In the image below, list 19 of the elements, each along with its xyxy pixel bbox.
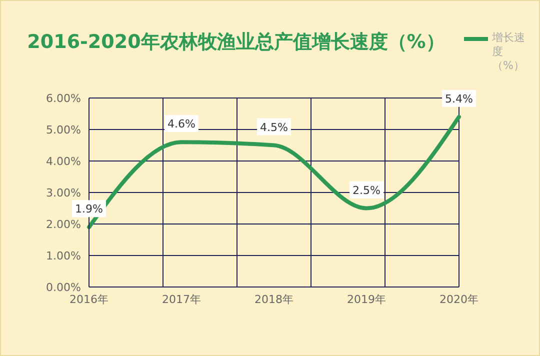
x-tick-label: 2018年 <box>254 292 294 306</box>
y-tick-label: 2.00% <box>46 218 81 231</box>
data-label: 2.5% <box>352 184 380 197</box>
data-label: 4.6% <box>168 118 196 131</box>
y-tick-label: 3.00% <box>46 186 81 200</box>
x-tick-label: 2019年 <box>347 292 386 306</box>
y-tick-label: 4.00% <box>46 154 81 168</box>
chart-title: 2016-2020年农林牧渔业总产值增长速度（%） <box>26 30 446 55</box>
x-tick-label: 2020年 <box>440 292 478 306</box>
y-tick-label: 5.00% <box>46 123 81 136</box>
y-tick-label: 6.00% <box>46 92 81 105</box>
legend-label: 增长速度（%） <box>492 31 526 73</box>
data-label: 1.9% <box>75 202 103 216</box>
y-tick-label: 0.00% <box>46 280 81 294</box>
data-label: 5.4% <box>445 92 473 106</box>
y-tick-label: 1.00% <box>46 249 81 262</box>
data-label: 4.5% <box>260 120 288 134</box>
x-tick-label: 2017年 <box>162 292 201 306</box>
x-tick-label: 2016年 <box>70 292 108 306</box>
